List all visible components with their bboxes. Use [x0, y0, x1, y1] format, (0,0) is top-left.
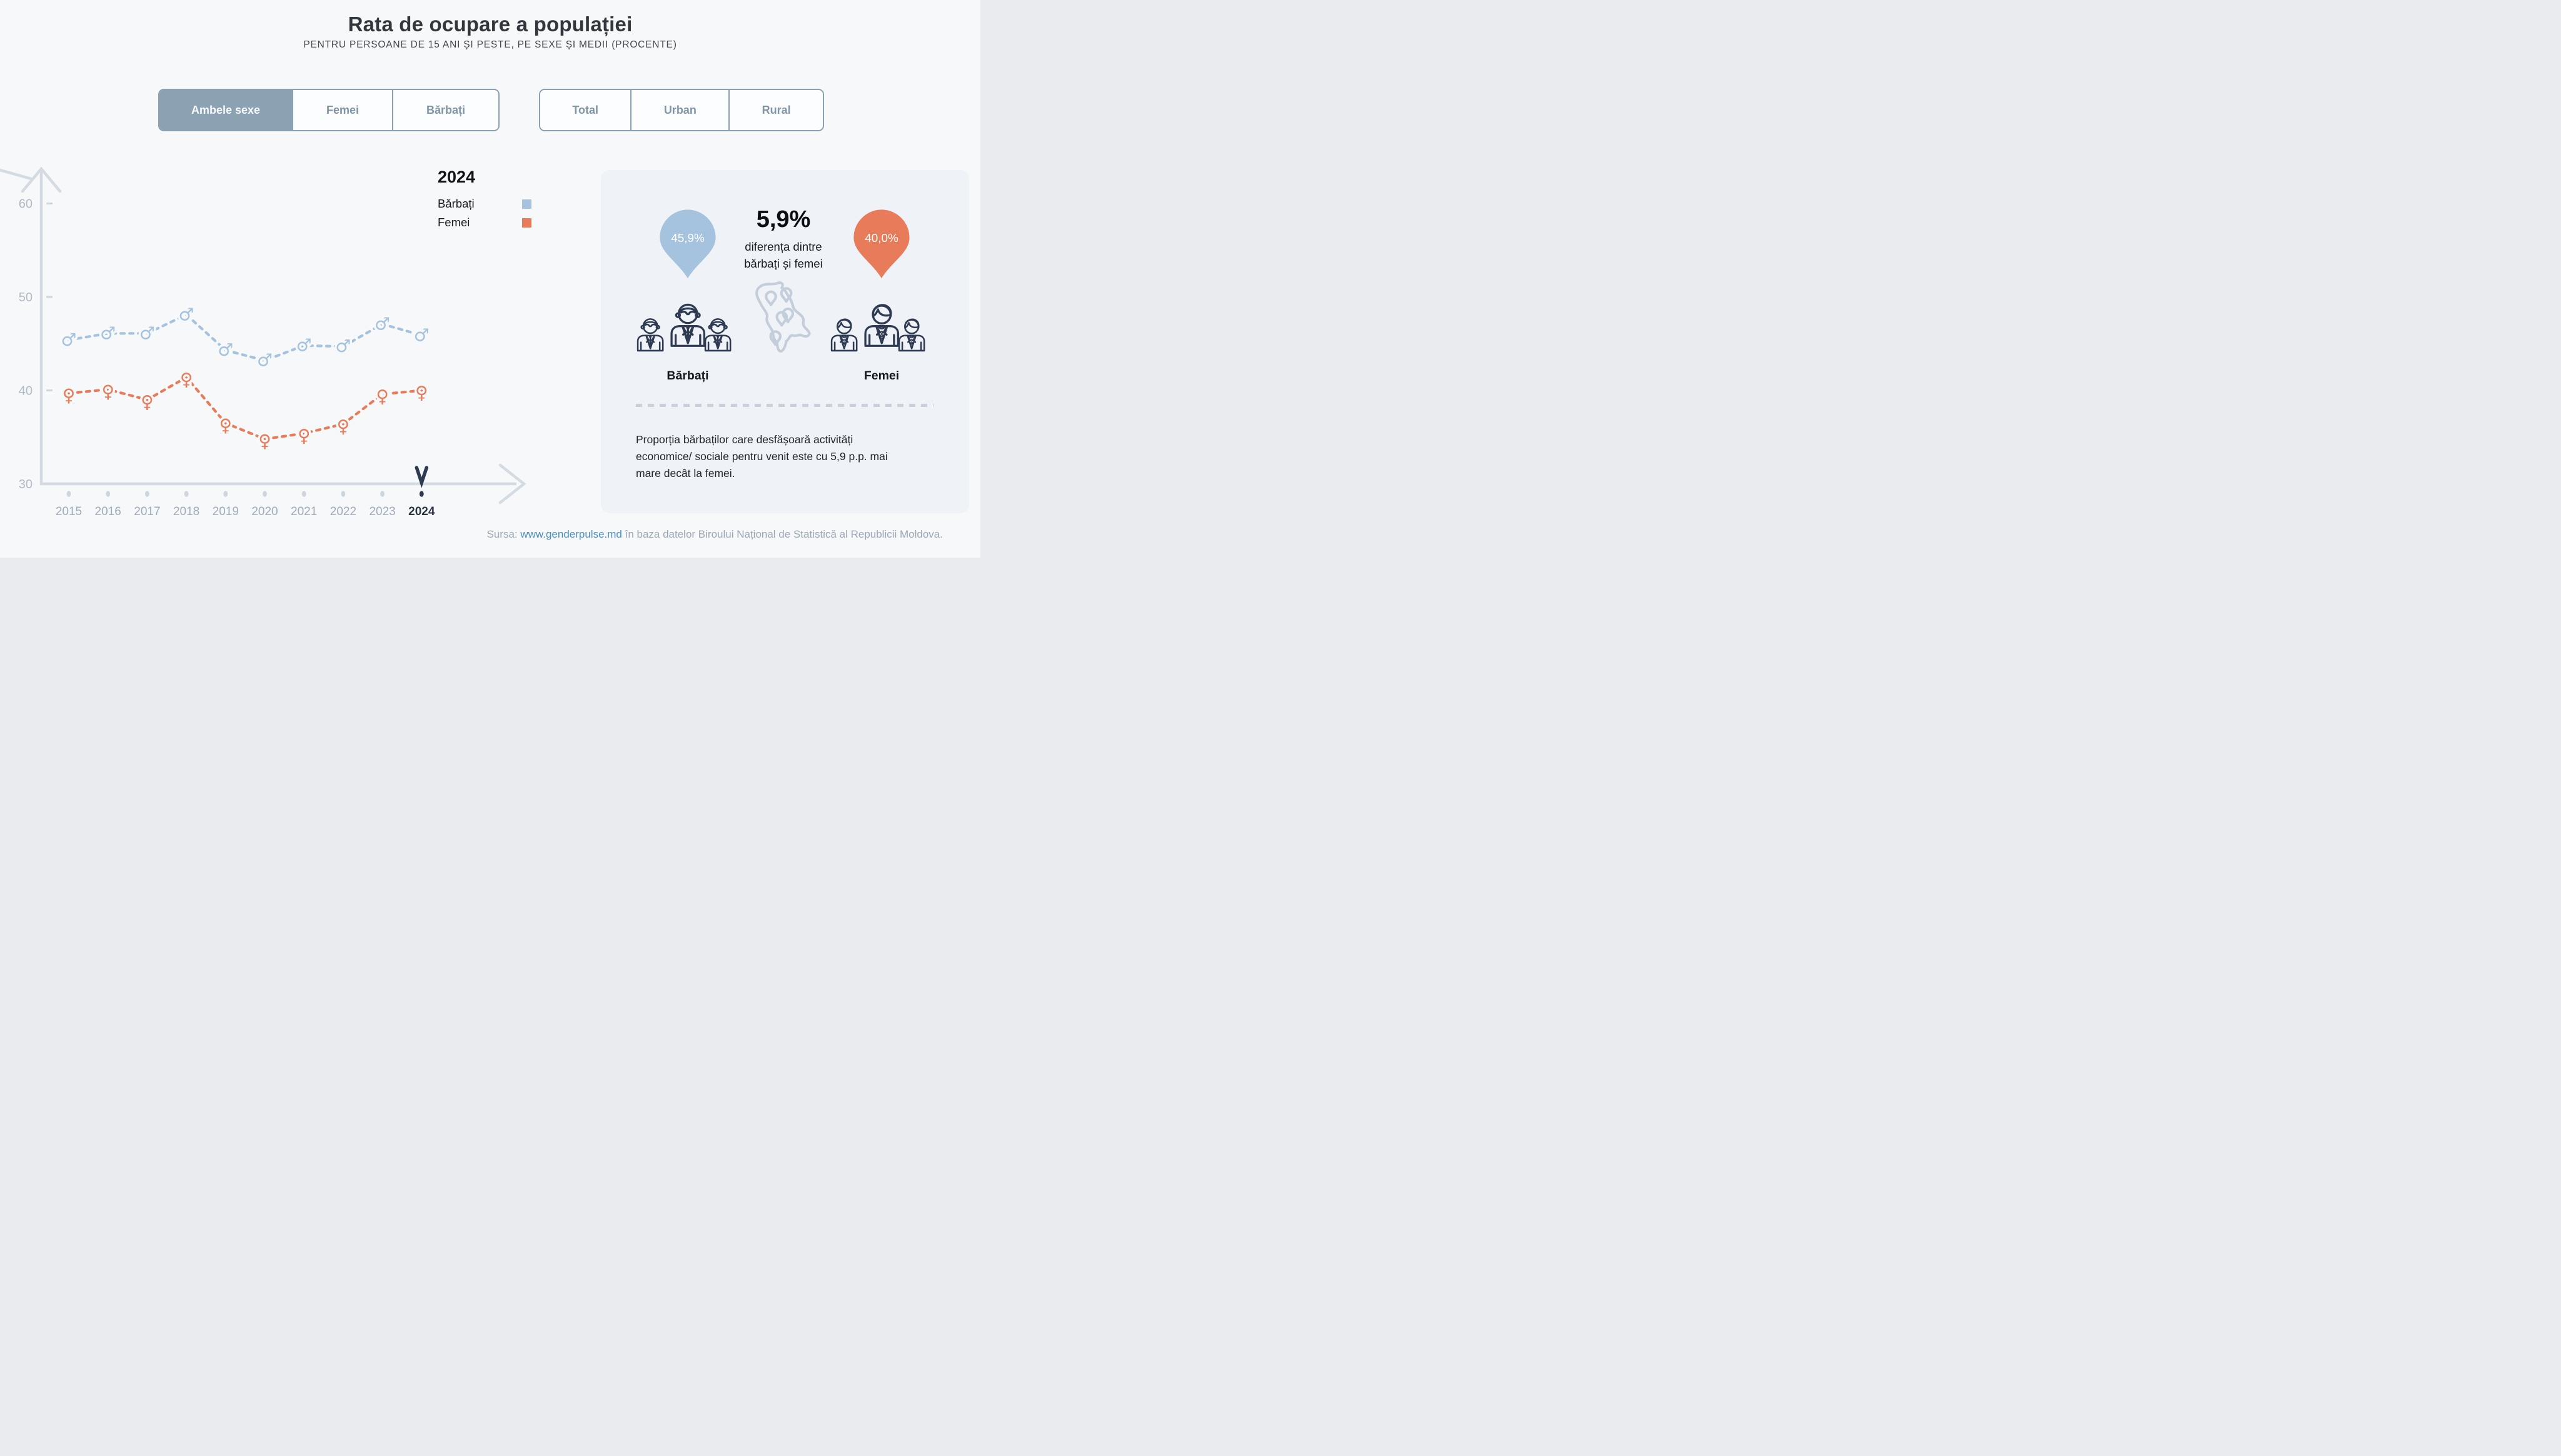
difference-block: 5,9% diferența dintre bărbați și femei	[717, 206, 850, 272]
decorative-line	[0, 168, 33, 181]
year-label-2021[interactable]: 2021	[291, 505, 317, 518]
series-line-Femei	[67, 375, 423, 441]
source-link[interactable]: www.genderpulse.md	[520, 528, 622, 540]
difference-caption-line2: bărbați și femei	[744, 257, 823, 270]
women-group-label: Femei	[863, 369, 900, 383]
page-title: Rata de ocupare a populației	[348, 13, 633, 36]
area-filter: Total Urban Rural	[539, 89, 824, 131]
year-dot-2017	[145, 491, 149, 497]
male-sign-icon: ♂	[414, 324, 430, 345]
chart-legend: 2024 Bărbați Femei	[438, 168, 531, 232]
source-line: Sursa: www.genderpulse.md în baza datelo…	[486, 528, 943, 541]
y-tick-label-30: 30	[19, 478, 33, 491]
legend-label-femei: Femei	[438, 216, 470, 229]
area-option-urban[interactable]: Urban	[631, 90, 730, 130]
year-label-2019[interactable]: 2019	[213, 505, 239, 518]
female-sign-icon: ♀	[63, 385, 76, 406]
female-badge-value: 40,0%	[865, 231, 898, 244]
female-sign-icon: ♀	[219, 415, 233, 436]
year-label-2022[interactable]: 2022	[330, 505, 356, 518]
year-dot-2022	[341, 491, 346, 497]
male-sign-icon: ♂	[61, 329, 76, 350]
male-sign-icon: ♂	[296, 335, 312, 356]
female-sign-icon: ♀	[180, 369, 193, 390]
male-badge-value: 45,9%	[671, 231, 705, 244]
sex-option-barbati[interactable]: Bărbați	[393, 90, 498, 130]
female-value-pin-icon: 40,0%	[853, 209, 910, 279]
summary-panel: 45,9% 5,9% diferența dintre bărbați și f…	[601, 170, 969, 513]
sex-option-ambele-sexe[interactable]: Ambele sexe	[159, 90, 293, 130]
female-sign-icon: ♀	[415, 383, 428, 403]
male-value-pin-icon: 45,9%	[660, 209, 716, 279]
source-suffix: în baza datelor Biroului Național de Sta…	[621, 528, 943, 540]
male-sign-icon: ♂	[257, 350, 273, 371]
year-dot-2016	[106, 491, 111, 497]
female-sign-icon: ♀	[141, 391, 154, 412]
y-tick-label-50: 50	[19, 291, 33, 304]
difference-caption: diferența dintre bărbați și femei	[717, 238, 850, 272]
year-label-2017[interactable]: 2017	[134, 505, 160, 518]
year-dot-2018	[184, 491, 189, 497]
page-subtitle: PENTRU PERSOANE DE 15 ANI ȘI PESTE, PE S…	[303, 39, 677, 50]
dashed-divider	[636, 404, 933, 407]
year-label-2015[interactable]: 2015	[56, 505, 82, 518]
legend-item-femei: Femei	[438, 213, 531, 232]
female-sign-icon: ♀	[337, 416, 350, 436]
y-tick-label-40: 40	[19, 384, 33, 398]
year-label-2020[interactable]: 2020	[251, 505, 278, 518]
moldova-map-icon	[755, 281, 811, 353]
year-dot-2020	[263, 491, 267, 497]
sex-filter: Ambele sexe Femei Bărbați	[158, 89, 500, 131]
y-axis-arrow-icon	[21, 166, 62, 193]
legend-label-barbati: Bărbați	[438, 197, 475, 210]
infographic-page: Rata de ocupare a populației PENTRU PERS…	[0, 0, 980, 558]
year-dot-2021	[301, 491, 306, 497]
legend-item-barbati: Bărbați	[438, 194, 531, 213]
year-dot-2024	[419, 491, 424, 497]
year-label-2023[interactable]: 2023	[369, 505, 395, 518]
year-dot-2023	[380, 491, 385, 497]
area-option-rural[interactable]: Rural	[730, 90, 823, 130]
year-dot-2015	[66, 491, 71, 497]
male-sign-icon: ♂	[335, 336, 351, 356]
difference-caption-line1: diferența dintre	[745, 240, 822, 253]
year-label-2018[interactable]: 2018	[173, 505, 199, 518]
men-group-label: Bărbați	[667, 369, 709, 383]
male-sign-icon: ♂	[139, 323, 155, 343]
year-label-2016[interactable]: 2016	[95, 505, 121, 518]
legend-year-title: 2024	[438, 168, 476, 186]
chart-series: ♂ ♂ ♂ ♂ ♂ ♂ ♂ ♂ ♂ ♂ ♀ ♀ ♀ ♀ ♀ ♀ ♀ ♀ ♀ ♀	[59, 302, 431, 454]
male-sign-icon: ♂	[375, 313, 390, 334]
female-sign-icon: ♀	[258, 431, 271, 451]
year-label-2024[interactable]: 2024	[408, 505, 435, 518]
male-sign-icon: ♂	[100, 323, 116, 343]
female-sign-icon: ♀	[101, 381, 114, 402]
chevron-down-icon	[415, 466, 429, 488]
x-axis-arrow-icon	[498, 463, 526, 505]
series-line-Bărbați	[67, 313, 423, 362]
male-sign-icon: ♂	[218, 339, 233, 360]
line-chart: 30 40 50 60 2015 2016 2017 2018 2019 2020 2021 202…	[0, 166, 526, 518]
selected-year-pointer	[415, 466, 429, 488]
men-group-icon	[636, 303, 732, 352]
female-sign-icon: ♀	[298, 425, 311, 446]
year-dot-2019	[223, 491, 228, 497]
female-sign-icon: ♀	[376, 386, 389, 406]
difference-value: 5,9%	[756, 206, 811, 233]
legend-swatch-femei	[522, 218, 531, 228]
y-axis-ticks: 30 40 50 60	[19, 198, 53, 491]
panel-description: Proporția bărbaților care desfășoară act…	[636, 433, 888, 479]
area-option-total[interactable]: Total	[540, 90, 632, 130]
source-prefix: Sursa:	[486, 528, 521, 540]
y-tick-label-60: 60	[19, 198, 33, 211]
legend-swatch-barbati	[522, 199, 531, 209]
x-axis-labels: 2015 2016 2017 2018 2019 2020 2021 2022 2023 2024	[56, 491, 435, 518]
sex-option-femei[interactable]: Femei	[293, 90, 394, 130]
women-group-icon	[830, 304, 925, 352]
male-sign-icon: ♂	[179, 304, 194, 324]
